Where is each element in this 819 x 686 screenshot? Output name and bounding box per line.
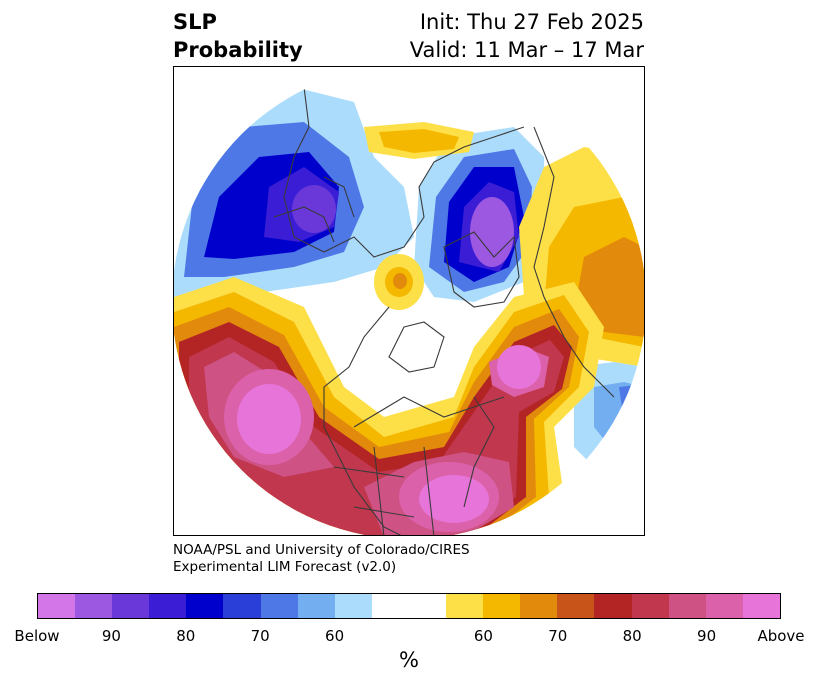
colorbar-segment-above-6 xyxy=(631,594,669,618)
colorbar-segment-above-3 xyxy=(520,594,558,618)
map-title: SLP Probability xyxy=(173,8,303,64)
credit-line-2: Experimental LIM Forecast (v2.0) xyxy=(173,559,397,575)
credit-text: NOAA/PSL and University of Colorado/CIRE… xyxy=(173,542,470,576)
colorbar-segment-below-9 xyxy=(334,594,372,618)
colorbar-segment-below-2 xyxy=(75,594,113,618)
colorbar-tick-label: 60 xyxy=(473,627,493,645)
colorbar-segment-below-5 xyxy=(186,594,224,618)
colorbar-segment-above-8 xyxy=(705,594,743,618)
colorbar-segment-neutral xyxy=(371,594,447,618)
colorbar-segment-above-7 xyxy=(668,594,706,618)
colorbar-tick-label: 70 xyxy=(250,627,270,645)
colorbar-tick-label: 80 xyxy=(176,627,196,645)
colorbar-tick-label: 70 xyxy=(548,627,568,645)
colorbar-tick-label: 90 xyxy=(697,627,717,645)
colorbar-segment-below-6 xyxy=(223,594,261,618)
above-normal-region-arctic xyxy=(364,122,474,159)
colorbar-tick-label: Below xyxy=(14,627,60,645)
forecast-dates: Init: Thu 27 Feb 2025 Valid: 11 Mar – 17… xyxy=(410,8,644,64)
colorbar-unit-label: % xyxy=(399,648,419,672)
colorbar-segment-above-5 xyxy=(594,594,632,618)
colorbar-segment-below-7 xyxy=(260,594,298,618)
title-line-2: Probability xyxy=(173,38,303,62)
colorbar-tick-label: Above xyxy=(757,627,805,645)
colorbar-segment-above-2 xyxy=(483,594,521,618)
colorbar-segment-below-1 xyxy=(38,594,76,618)
colorbar-tick-label: 90 xyxy=(101,627,121,645)
init-date: Init: Thu 27 Feb 2025 xyxy=(419,10,644,34)
title-line-1: SLP xyxy=(173,10,217,34)
colorbar-segment-above-9 xyxy=(742,594,780,618)
credit-line-1: NOAA/PSL and University of Colorado/CIRE… xyxy=(173,542,470,558)
colorbar-segment-below-3 xyxy=(112,594,150,618)
valid-range: Valid: 11 Mar – 17 Mar xyxy=(409,38,644,62)
colorbar-segment-above-4 xyxy=(557,594,595,618)
colorbar-segment-above-1 xyxy=(446,594,484,618)
colorbar-segment-below-4 xyxy=(149,594,187,618)
colorbar-tick-label: 60 xyxy=(325,627,345,645)
colorbar xyxy=(37,593,781,619)
slp-probability-map xyxy=(174,67,644,535)
colorbar-tick-label: 80 xyxy=(622,627,642,645)
colorbar-segment-below-8 xyxy=(297,594,335,618)
above-normal-region-americas xyxy=(174,277,604,535)
above-normal-region-central xyxy=(374,254,424,310)
polar-map xyxy=(173,66,645,536)
